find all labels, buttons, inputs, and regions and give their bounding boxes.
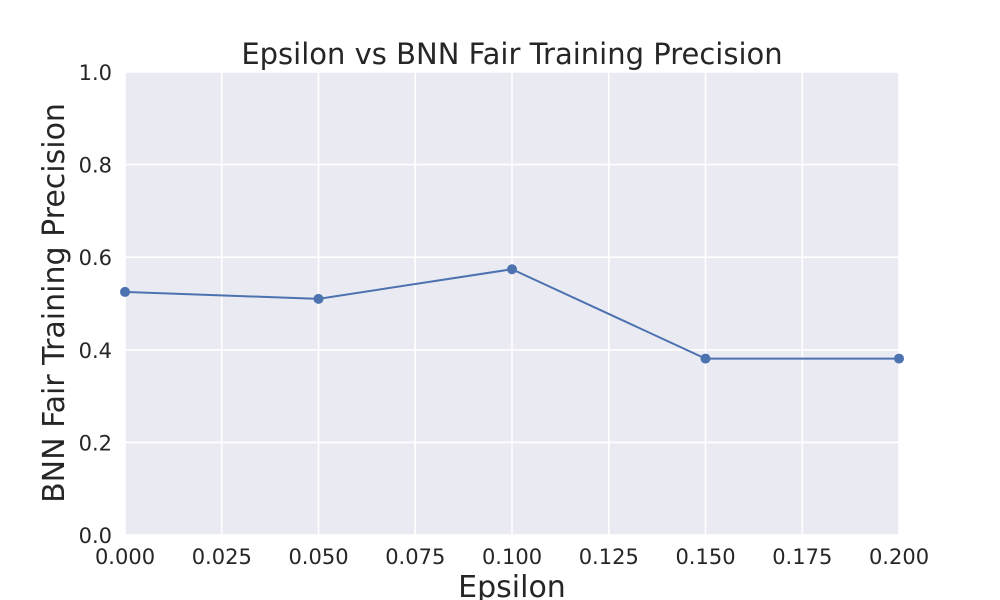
x-tick-label: 0.025 — [192, 545, 252, 569]
data-point — [120, 286, 130, 297]
x-tick-label: 0.175 — [772, 545, 832, 569]
y-tick-label: 0.2 — [79, 431, 112, 455]
y-tick-label: 0.0 — [79, 524, 112, 548]
x-tick-label: 0.200 — [869, 545, 929, 569]
data-point — [313, 293, 324, 304]
y-tick-label: 0.8 — [79, 154, 112, 178]
x-tick-label: 0.150 — [675, 545, 735, 569]
x-tick-label: 0.125 — [579, 545, 639, 569]
y-tick-label: 0.4 — [79, 339, 112, 363]
data-point — [894, 353, 904, 364]
data-point — [507, 264, 517, 275]
grid — [124, 71, 900, 536]
x-tick-label: 0.100 — [482, 545, 542, 569]
x-tick-label: 0.075 — [385, 545, 445, 569]
y-tick-label: 1.0 — [79, 61, 112, 85]
x-tick-label: 0.050 — [288, 545, 348, 569]
y-axis-title: BNN Fair Training Precision — [37, 103, 72, 503]
data-point — [700, 353, 711, 364]
x-tick-label: 0.000 — [95, 545, 155, 569]
series-layer — [120, 264, 904, 364]
x-tick-labels: 0.000 0.025 0.050 0.075 0.100 0.125 0.150 0.175… — [95, 545, 929, 569]
x-axis-title: Epsilon — [458, 570, 566, 600]
y-tick-label: 0.6 — [79, 246, 112, 270]
chart-title: Epsilon vs BNN Fair Training Precision — [241, 37, 782, 71]
y-tick-labels: 0.0 0.2 0.4 0.6 0.8 1.0 — [79, 61, 112, 548]
